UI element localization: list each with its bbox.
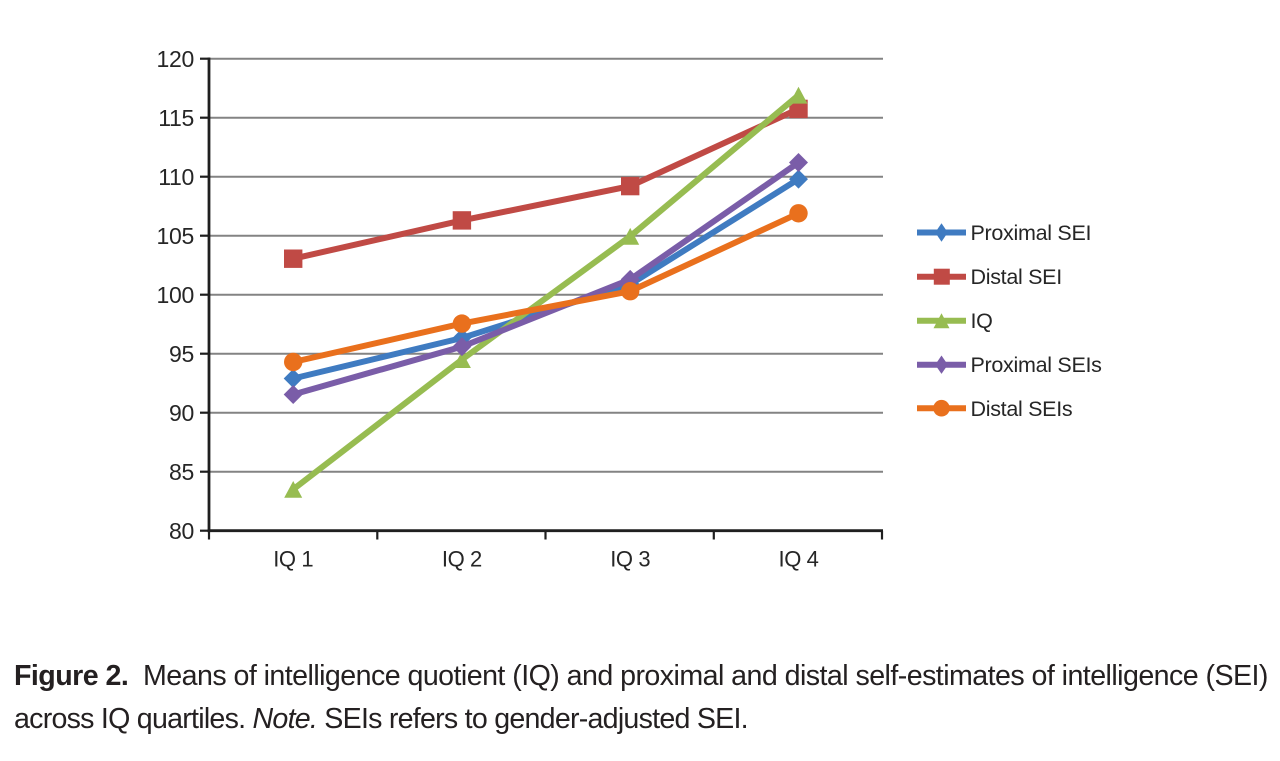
svg-text:100: 100 — [157, 282, 194, 308]
svg-text:Distal SEI: Distal SEI — [971, 265, 1062, 289]
svg-text:Distal SEIs: Distal SEIs — [971, 397, 1073, 421]
svg-text:IQ 3: IQ 3 — [610, 547, 650, 572]
svg-text:IQ 2: IQ 2 — [442, 547, 482, 572]
svg-text:105: 105 — [157, 223, 194, 249]
svg-text:Proximal SEI: Proximal SEI — [971, 221, 1092, 245]
svg-text:80: 80 — [169, 518, 194, 544]
svg-text:110: 110 — [158, 164, 194, 190]
svg-text:120: 120 — [157, 46, 194, 72]
svg-text:IQ 1: IQ 1 — [273, 547, 313, 572]
svg-text:Proximal SEIs: Proximal SEIs — [971, 353, 1102, 377]
svg-text:85: 85 — [169, 459, 194, 485]
svg-text:90: 90 — [169, 400, 194, 426]
svg-text:IQ 4: IQ 4 — [779, 547, 819, 572]
svg-text:95: 95 — [169, 341, 194, 367]
svg-text:IQ: IQ — [971, 309, 993, 333]
svg-text:115: 115 — [158, 105, 194, 131]
